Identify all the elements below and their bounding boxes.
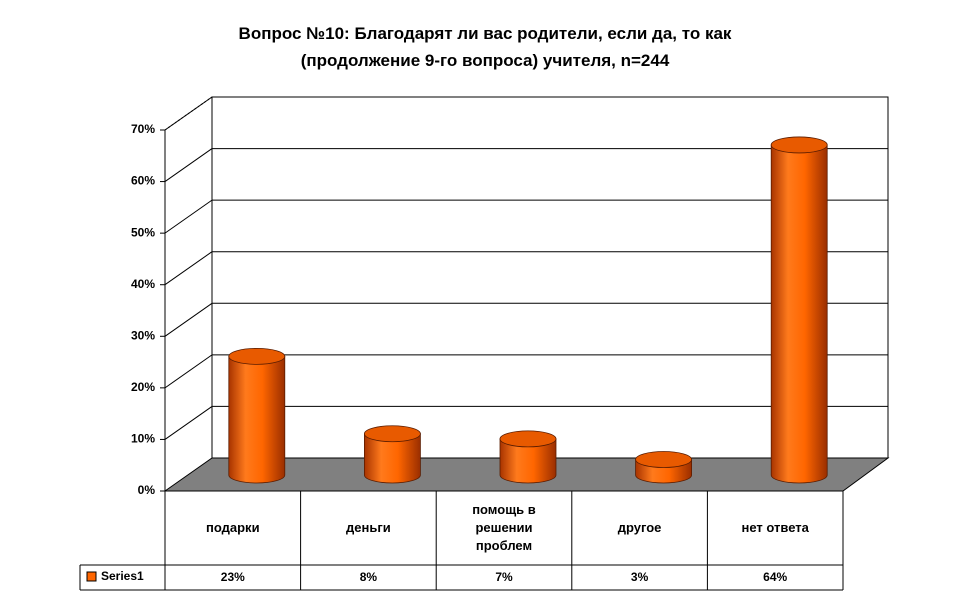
y-tick-label: 10% xyxy=(131,432,155,446)
cylinder-body xyxy=(228,355,286,484)
grid-line xyxy=(164,406,213,440)
y-tick-label: 30% xyxy=(131,328,155,342)
cylinder-top xyxy=(228,347,286,365)
bar xyxy=(499,430,557,484)
bar xyxy=(635,451,692,484)
cylinder-body xyxy=(770,144,828,484)
grid-line xyxy=(164,148,213,182)
y-tick-label: 50% xyxy=(131,225,155,239)
y-tick-label: 0% xyxy=(138,483,156,497)
x-tick-label: деньги xyxy=(346,520,391,535)
legend-label: Series1 xyxy=(101,569,144,583)
grid-line xyxy=(164,302,213,337)
value-label: 23% xyxy=(221,570,245,584)
grid-line xyxy=(164,251,213,286)
y-tick-label: 60% xyxy=(131,174,155,188)
x-tick-label: другое xyxy=(617,520,662,535)
y-tick-label: 20% xyxy=(131,380,155,394)
x-tick-label: помощь в решении проблем xyxy=(472,502,536,553)
legend-key xyxy=(86,571,97,582)
grid-line xyxy=(164,199,213,234)
x-tick-label: нет ответа xyxy=(741,520,809,535)
value-label: 8% xyxy=(360,570,378,584)
grid-line xyxy=(164,354,213,389)
bar xyxy=(363,425,421,484)
cylinder-top xyxy=(499,430,557,448)
y-tick-label: 70% xyxy=(131,122,155,136)
cylinder-top xyxy=(363,425,421,443)
value-label: 3% xyxy=(631,570,649,584)
cylinder-body xyxy=(499,438,557,484)
cylinder-top xyxy=(635,451,692,468)
bar xyxy=(770,136,828,484)
cylinder-body xyxy=(364,433,421,484)
y-tick-label: 40% xyxy=(131,277,155,291)
value-label: 7% xyxy=(495,570,513,584)
chart-title: Вопрос №10: Благодарят ли вас родители, … xyxy=(238,24,732,70)
bar xyxy=(228,347,286,484)
value-label: 64% xyxy=(763,570,787,584)
x-tick-label: подарки xyxy=(206,520,260,535)
grid-line xyxy=(164,96,213,131)
cylinder-top xyxy=(770,136,828,154)
